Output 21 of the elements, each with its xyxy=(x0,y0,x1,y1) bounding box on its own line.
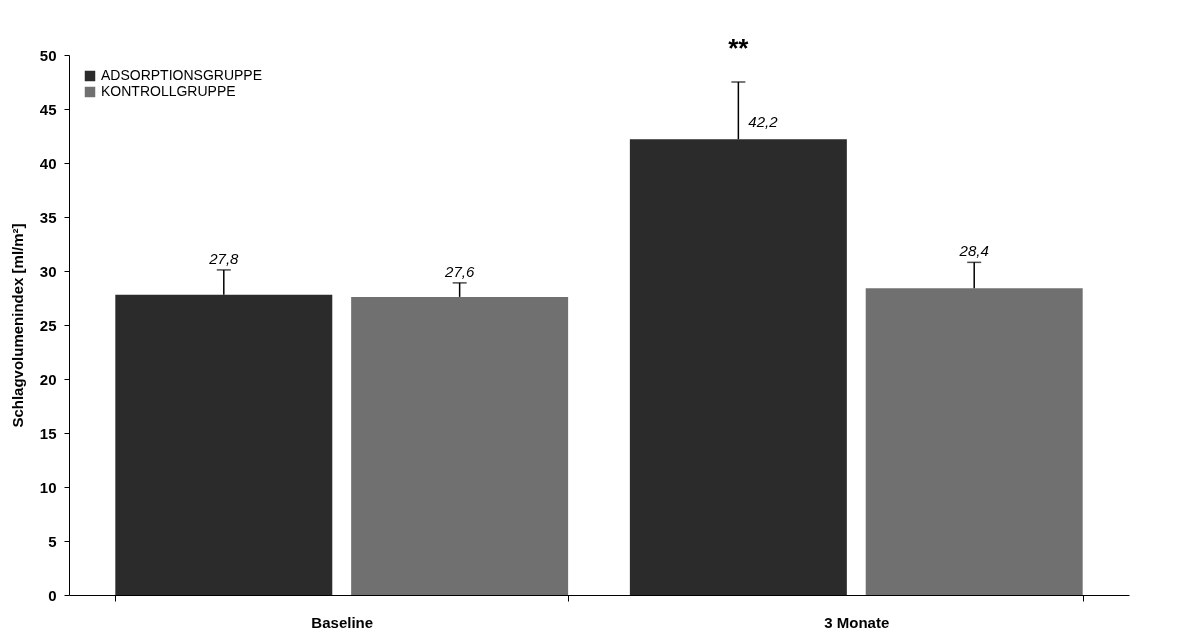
y-tick-label: 10 xyxy=(39,478,57,496)
data-label: 28,4 xyxy=(958,242,989,260)
y-tick-label: 40 xyxy=(39,154,57,172)
x-tick-label: Baseline xyxy=(311,613,374,631)
legend-label: ADSORPTIONSGRUPPE xyxy=(101,67,263,83)
annotation: ** xyxy=(728,33,750,63)
y-tick-label: 0 xyxy=(48,586,57,604)
y-tick-label: 15 xyxy=(39,424,57,442)
y-axis-title: Schlagvolumenindex [ml/m²] xyxy=(8,223,26,428)
y-tick-label: 50 xyxy=(39,46,57,64)
data-label: 27,8 xyxy=(208,249,240,267)
y-tick-label: 20 xyxy=(39,370,57,388)
y-tick-label: 5 xyxy=(48,532,57,550)
data-label: 27,6 xyxy=(444,262,475,280)
y-tick-label: 30 xyxy=(39,262,57,280)
data-label: 42,2 xyxy=(748,113,779,131)
y-tick-label: 25 xyxy=(39,316,57,334)
y-tick-label: 35 xyxy=(39,208,57,226)
y-tick-label: 45 xyxy=(39,100,57,118)
x-tick-label: 3 Monate xyxy=(824,613,890,631)
legend-label: KONTROLLGRUPPE xyxy=(101,83,236,99)
